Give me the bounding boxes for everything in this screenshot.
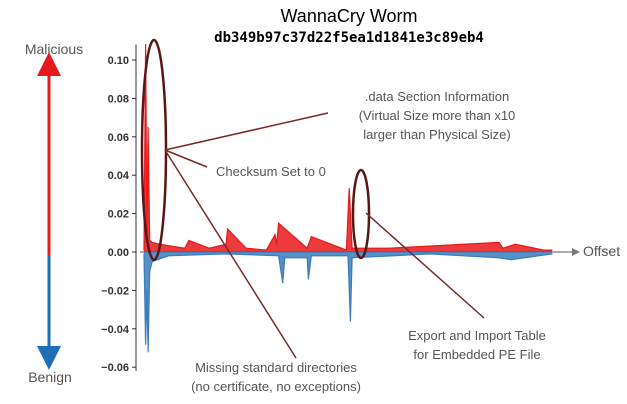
x-axis-arrowhead <box>572 248 580 256</box>
data-point <box>514 243 516 245</box>
data-point <box>388 247 390 249</box>
y-tick-label: 0.00 <box>108 247 129 259</box>
y-tick-label: 0.08 <box>108 93 129 105</box>
data-point <box>208 247 210 249</box>
pointer-data-section <box>164 112 329 151</box>
chart-title: WannaCry Worm <box>280 6 417 26</box>
data-point <box>245 247 247 249</box>
plot-area <box>140 44 580 353</box>
data-point <box>306 257 308 259</box>
benign-label: Benign <box>28 369 72 385</box>
data-point <box>351 247 353 249</box>
data-point <box>265 249 267 251</box>
annotation-export-import-2: for Embedded PE File <box>413 347 540 362</box>
data-point <box>225 253 227 255</box>
data-point <box>351 257 353 259</box>
data-point <box>145 44 147 46</box>
data-point <box>149 239 151 242</box>
data-point <box>306 247 308 249</box>
data-point <box>345 249 347 251</box>
data-point <box>143 249 145 251</box>
data-point <box>151 241 153 243</box>
data-point <box>188 239 190 242</box>
data-point <box>147 351 149 353</box>
data-point <box>225 243 227 245</box>
data-point <box>510 259 512 261</box>
data-point <box>276 243 278 245</box>
data-point <box>502 247 504 249</box>
data-point <box>278 255 280 257</box>
annotation-data-section-2: (Virtual Size more than x10 <box>359 108 516 123</box>
data-point <box>184 247 186 249</box>
y-tick-label: −0.02 <box>101 285 129 297</box>
y-tick-label: 0.02 <box>108 209 129 221</box>
annotation-checksum: Checksum Set to 0 <box>216 164 326 179</box>
data-point <box>278 222 280 224</box>
data-point <box>498 257 500 259</box>
data-point <box>145 343 147 345</box>
data-point <box>143 253 145 255</box>
data-point <box>349 320 352 322</box>
data-point <box>147 126 149 128</box>
annotation-data-section-3: larger than Physical Size) <box>363 127 510 142</box>
malicious-label: Malicious <box>25 41 83 57</box>
highlight-ellipse-right <box>351 168 371 260</box>
annotation-missing-dirs-2: (no certificate, no exceptions) <box>191 379 361 394</box>
data-point <box>146 289 148 291</box>
y-axis: 0.10 0.08 0.06 0.04 0.02 0.00 −0.02 −0.04 −0.06 <box>101 44 137 374</box>
data-point <box>310 255 312 257</box>
x-axis-label: Offset <box>583 243 620 259</box>
data-point <box>429 253 431 255</box>
pointer-missing-directories <box>164 149 297 359</box>
data-point <box>282 282 284 284</box>
y-tick-label: 0.04 <box>108 170 130 182</box>
data-point <box>310 236 312 238</box>
data-point <box>498 241 500 243</box>
data-point <box>227 228 229 230</box>
data-point <box>151 261 153 263</box>
y-tick-label: −0.06 <box>101 362 129 374</box>
annotation-data-section-1: .data Section Information <box>365 89 510 104</box>
data-point <box>274 234 276 236</box>
annotation-export-import-1: Export and Import Table <box>408 328 546 343</box>
data-point <box>347 255 349 257</box>
annotation-lines <box>140 38 485 359</box>
data-point <box>543 249 545 251</box>
data-point <box>149 270 151 272</box>
series-line-0 <box>143 44 552 251</box>
y-tick-label: −0.04 <box>101 324 130 336</box>
pointer-export-import <box>365 212 485 319</box>
chart-subtitle: db349b97c37d22f5ea1d1841e3c89eb4 <box>214 30 484 46</box>
data-point <box>551 253 553 255</box>
y-tick-label: 0.06 <box>108 132 129 144</box>
data-point <box>167 255 170 257</box>
data-point <box>348 188 350 190</box>
annotation-missing-dirs-1: Missing standard directories <box>195 360 357 375</box>
pointer-checksum <box>164 149 208 168</box>
data-point <box>551 249 553 251</box>
data-point <box>284 257 286 259</box>
y-tick-label: 0.10 <box>108 55 129 67</box>
data-point <box>307 278 310 280</box>
